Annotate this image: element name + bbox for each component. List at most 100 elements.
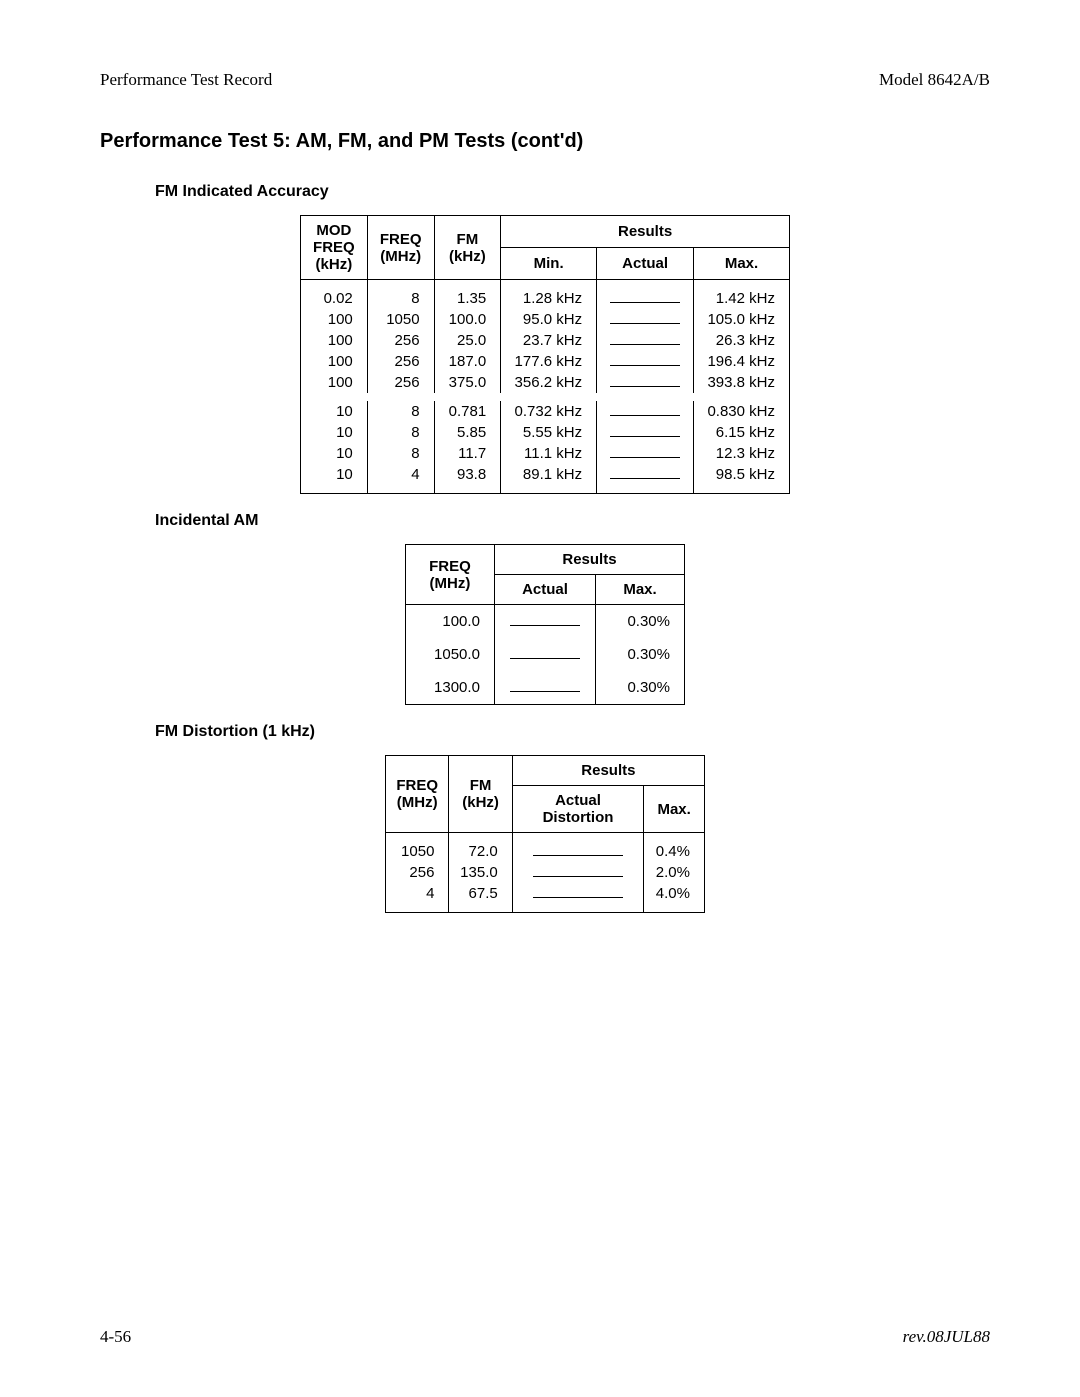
cell-fm: 72.0	[449, 833, 512, 863]
cell-fm: 5.85	[434, 422, 501, 443]
cell-actual	[597, 330, 694, 351]
cell-max: 0.4%	[644, 833, 705, 863]
cell-max: 0.30%	[596, 671, 685, 705]
table-row: 1300.00.30%	[406, 671, 685, 705]
cell-min: 11.1 kHz	[501, 443, 597, 464]
cell-freq: 4	[367, 464, 434, 494]
cell-max: 12.3 kHz	[694, 443, 790, 464]
cell-actual	[494, 638, 595, 671]
cell-fm: 375.0	[434, 372, 501, 393]
cell-freq: 256	[367, 372, 434, 393]
cell-freq: 8	[367, 280, 434, 310]
cell-max: 393.8 kHz	[694, 372, 790, 393]
section2-title: Incidental AM	[155, 512, 990, 530]
cell-max: 6.15 kHz	[694, 422, 790, 443]
cell-max: 105.0 kHz	[694, 309, 790, 330]
col-results: Results	[501, 216, 790, 248]
cell-max: 2.0%	[644, 862, 705, 883]
section3-title: FM Distortion (1 kHz)	[155, 723, 990, 741]
col-mod-freq: MODFREQ(kHz)	[313, 222, 355, 273]
cell-actual	[597, 422, 694, 443]
table-row: 100256187.0177.6 kHz196.4 kHz	[301, 351, 790, 372]
cell-min: 5.55 kHz	[501, 422, 597, 443]
cell-mod: 10	[301, 401, 368, 422]
table-row: 1085.855.55 kHz6.15 kHz	[301, 422, 790, 443]
col-max2: Max.	[596, 575, 685, 605]
cell-fm: 0.781	[434, 401, 501, 422]
cell-fm: 135.0	[449, 862, 512, 883]
table-row: 100256375.0356.2 kHz 393.8 kHz	[301, 372, 790, 393]
cell-actual	[512, 883, 644, 913]
table-row: 10025625.023.7 kHz26.3 kHz	[301, 330, 790, 351]
cell-actual	[494, 605, 595, 639]
cell-actual	[597, 401, 694, 422]
cell-actual	[494, 671, 595, 705]
cell-mod: 100	[301, 372, 368, 393]
cell-actual	[597, 372, 694, 393]
cell-actual	[597, 464, 694, 494]
cell-freq: 8	[367, 422, 434, 443]
cell-max: 4.0%	[644, 883, 705, 913]
section1-title: FM Indicated Accuracy	[155, 183, 990, 201]
col-actual3: Actual Distortion	[512, 786, 644, 833]
col-freq2: FREQ(MHz)	[429, 558, 471, 592]
page-header: Performance Test Record Model 8642A/B	[100, 70, 990, 90]
cell-actual	[512, 833, 644, 863]
cell-actual	[597, 443, 694, 464]
table-row: 1050.0 0.30%	[406, 638, 685, 671]
fm-distortion-table: FREQ(MHz) FM(kHz) Results Actual Distort…	[385, 755, 705, 913]
cell-max: 196.4 kHz	[694, 351, 790, 372]
cell-min: 177.6 kHz	[501, 351, 597, 372]
table-row: 100.0 0.30%	[406, 605, 685, 639]
col-fm3: FM(kHz)	[462, 777, 499, 811]
cell-freq: 8	[367, 443, 434, 464]
footer-left: 4-56	[100, 1327, 131, 1347]
cell-freq: 256	[367, 351, 434, 372]
table-row: 10811.711.1 kHz12.3 kHz	[301, 443, 790, 464]
table-row: 467.5 4.0%	[386, 883, 705, 913]
cell-actual	[597, 309, 694, 330]
incidental-am-table: FREQ(MHz) Results Actual Max. 100.00.30%…	[405, 544, 685, 705]
cell-fm: 100.0	[434, 309, 501, 330]
cell-max: 1.42 kHz	[694, 280, 790, 310]
cell-max: 0.830 kHz	[694, 401, 790, 422]
cell-freq: 100.0	[406, 605, 495, 639]
col-max: Max.	[694, 248, 790, 280]
fm-accuracy-table: MODFREQ(kHz) FREQ(MHz) FM(kHz) Results M…	[300, 215, 790, 494]
col-actual: Actual	[597, 248, 694, 280]
footer-right: rev.08JUL88	[903, 1327, 990, 1347]
cell-fm: 11.7	[434, 443, 501, 464]
col-fm: FM(kHz)	[449, 231, 486, 265]
cell-max: 0.30%	[596, 638, 685, 671]
cell-min: 1.28 kHz	[501, 280, 597, 310]
col-max3: Max.	[644, 786, 705, 833]
cell-min: 356.2 kHz	[501, 372, 597, 393]
cell-freq: 256	[386, 862, 449, 883]
table-row: 105072.0 0.4%	[386, 833, 705, 863]
cell-freq: 4	[386, 883, 449, 913]
cell-mod: 10	[301, 464, 368, 494]
cell-max: 0.30%	[596, 605, 685, 639]
cell-actual	[512, 862, 644, 883]
cell-mod: 100	[301, 330, 368, 351]
col-freq3: FREQ(MHz)	[396, 777, 438, 811]
cell-actual	[597, 351, 694, 372]
cell-min: 95.0 kHz	[501, 309, 597, 330]
page-title: Performance Test 5: AM, FM, and PM Tests…	[100, 130, 990, 153]
table-row: 10493.889.1 kHz 98.5 kHz	[301, 464, 790, 494]
table-row: 1080.7810.732 kHz0.830 kHz	[301, 401, 790, 422]
cell-fm: 93.8	[434, 464, 501, 494]
cell-max: 26.3 kHz	[694, 330, 790, 351]
cell-mod: 0.02	[301, 280, 368, 310]
cell-freq: 1050	[386, 833, 449, 863]
header-left: Performance Test Record	[100, 70, 272, 90]
cell-min: 89.1 kHz	[501, 464, 597, 494]
cell-freq: 1050.0	[406, 638, 495, 671]
cell-fm: 67.5	[449, 883, 512, 913]
col-results3: Results	[512, 756, 704, 786]
col-freq: FREQ(MHz)	[380, 231, 422, 265]
cell-freq: 8	[367, 401, 434, 422]
cell-freq: 256	[367, 330, 434, 351]
cell-max: 98.5 kHz	[694, 464, 790, 494]
cell-actual	[597, 280, 694, 310]
